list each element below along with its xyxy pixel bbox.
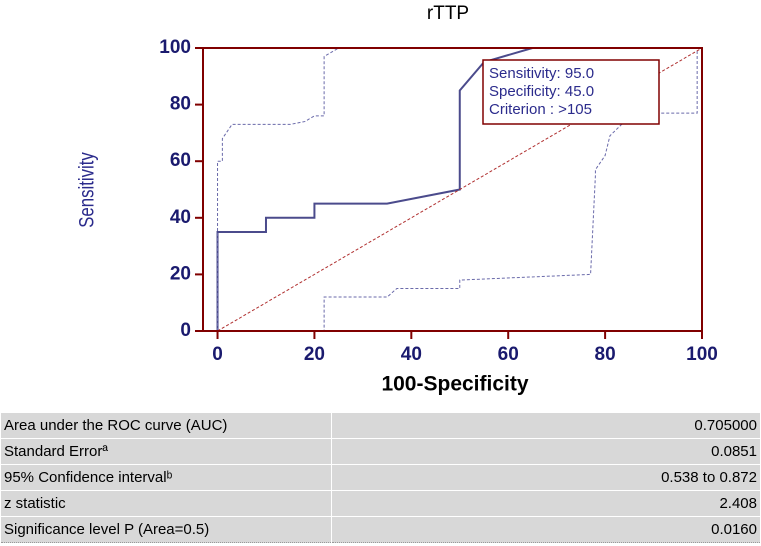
chart-title: rTTP xyxy=(427,3,469,24)
x-axis-label: 100-Specificity xyxy=(381,373,528,396)
annotation-text: Criterion : >105 xyxy=(489,101,592,118)
label-cell: 95% Confidence intervalᵇ xyxy=(0,464,332,491)
table-row: Area under the ROC curve (AUC) 0.705000 xyxy=(0,412,761,439)
plot-frame xyxy=(202,47,703,332)
value-cell: 0.0851 xyxy=(331,438,761,465)
label-cell: Standard Errorª xyxy=(0,438,332,465)
roc-line xyxy=(217,47,702,331)
label-cell: Significance level P (Area=0.5) xyxy=(0,516,332,543)
value-cell: 2.408 xyxy=(331,490,761,517)
label-cell: z statistic xyxy=(0,490,332,517)
y-tick-label: 60 xyxy=(170,150,191,171)
x-tick-label: 60 xyxy=(498,344,519,365)
x-tick-label: 40 xyxy=(401,344,422,365)
stats-table: Area under the ROC curve (AUC) 0.705000 St… xyxy=(0,412,761,543)
x-tick-label: 100 xyxy=(686,344,718,365)
table-row: Significance level P (Area=0.5) 0.0160 xyxy=(0,516,761,543)
x-tick-label: 20 xyxy=(304,344,325,365)
table-row: Standard Errorª 0.0851 xyxy=(0,438,761,465)
value-cell: 0.705000 xyxy=(331,412,761,439)
table-row: z statistic 2.408 xyxy=(0,490,761,517)
y-axis-label: Sensitivity xyxy=(76,152,99,228)
y-tick-label: 100 xyxy=(159,37,191,58)
value-cell: 0.0160 xyxy=(331,516,761,543)
annotation-text: Sensitivity: 95.0 xyxy=(489,65,594,82)
y-tick-label: 20 xyxy=(170,263,191,284)
chart: rTTP 100-Specificity Sensitivity 0 20 40 60… xyxy=(76,3,718,396)
x-tick-label: 80 xyxy=(595,344,616,365)
x-tick-label: 0 xyxy=(212,344,223,365)
stats-body: Area under the ROC curve (AUC) 0.705000 St… xyxy=(0,412,761,543)
y-tick-label: 0 xyxy=(180,320,191,341)
table-row: 95% Confidence intervalᵇ 0.538 to 0.872 xyxy=(0,464,761,491)
annotation-box xyxy=(482,59,660,125)
label-cell: Area under the ROC curve (AUC) xyxy=(0,412,332,439)
y-tick-label: 80 xyxy=(170,94,191,115)
value-cell: 0.538 to 0.872 xyxy=(331,464,761,491)
annotation-text: Specificity: 45.0 xyxy=(489,83,594,100)
y-tick-label: 40 xyxy=(170,207,191,228)
